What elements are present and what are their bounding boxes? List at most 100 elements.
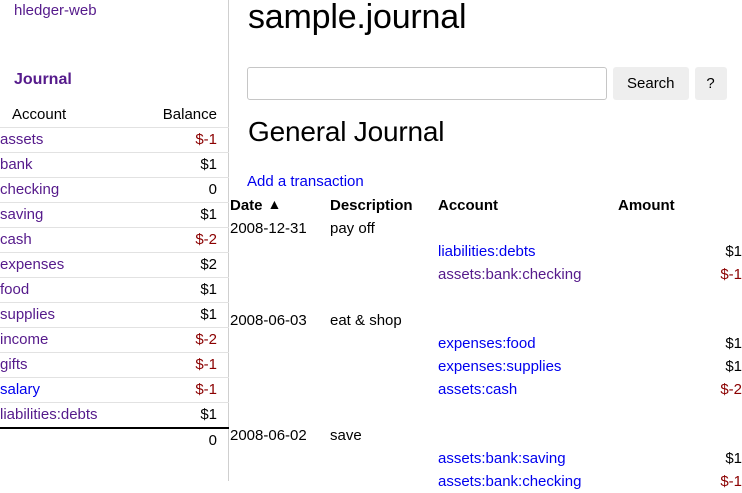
balance-row-amount: $-1 [195,381,217,398]
posting-account: liabilities:debts [438,240,618,263]
balance-row-account: bank [0,153,136,178]
transaction-date: 2008-06-03 [230,312,307,329]
journal-col-account[interactable]: Account [438,197,498,214]
journal-table-body: 2008-12-31 pay off liabilities:debts $1 asse… [230,217,742,493]
journal-col-amount[interactable]: Amount [618,197,675,214]
sort-ascending-icon: ▲ [267,196,282,212]
posting-account-link[interactable]: assets:bank:checking [438,473,582,490]
balance-row-account: food [0,278,136,303]
transaction-spacer-cell [438,217,618,240]
balance-row: expenses $2 [0,252,229,278]
journal-col-date-label: Date [230,197,263,214]
balance-row-amount: $1 [200,156,217,173]
balance-row-account: income [0,328,136,353]
posting-amount: $1 [725,335,742,352]
posting-row: assets:bank:checking $-1 [230,263,742,286]
section-title: General Journal [248,116,445,147]
balance-col-balance[interactable]: Balance [162,106,217,123]
posting-description-cell [330,470,438,493]
transaction-spacer-cell [618,309,742,332]
account-link[interactable]: income [0,331,49,348]
posting-account: expenses:food [438,332,618,355]
account-link[interactable]: bank [0,156,33,173]
balance-row: bank $1 [0,152,229,178]
account-link[interactable]: checking [0,181,60,198]
account-link[interactable]: cash [0,231,32,248]
balance-row: cash $-2 [0,227,229,253]
search-form: Search ? [247,67,727,100]
account-link[interactable]: supplies [0,306,56,323]
transaction-spacer-cell [438,424,618,447]
sidebar: hledger-web Journal Account Balance asse… [0,0,229,481]
balance-row-account: assets [0,128,136,153]
balance-row-account: gifts [0,353,136,378]
posting-account: assets:bank:checking [438,263,618,286]
balance-row-amount: $-1 [195,356,217,373]
posting-date-cell [230,263,330,286]
account-link[interactable]: salary [0,381,41,398]
posting-account-link[interactable]: assets:bank:saving [438,450,566,467]
posting-account: assets:bank:checking [438,470,618,493]
balance-header-row: Account Balance [0,103,229,128]
posting-row: expenses:supplies $1 [230,355,742,378]
balance-table: Account Balance assets $-1 bank $1 checking 0… [0,103,229,453]
posting-row: assets:cash $-2 [230,378,742,401]
posting-date-cell [230,332,330,355]
journal-spacer-row [230,401,742,424]
balance-row: salary $-1 [0,377,229,403]
transaction-header-row: 2008-12-31 pay off [230,217,742,240]
journal-col-date[interactable]: Date ▲ [230,194,330,217]
posting-account-link[interactable]: assets:cash [438,381,518,398]
posting-row: assets:bank:saving $1 [230,447,742,470]
balance-row-account: checking [0,178,136,203]
balance-row: income $-2 [0,327,229,353]
posting-account: assets:bank:saving [438,447,618,470]
posting-row: expenses:food $1 [230,332,742,355]
balance-table-head: Account Balance [0,103,229,128]
balance-row-amount: 0 [208,181,217,198]
posting-description-cell [330,240,438,263]
balance-row: saving $1 [0,202,229,228]
page-title: sample.journal [248,0,467,36]
posting-account-link[interactable]: expenses:food [438,335,536,352]
posting-account-link[interactable]: assets:bank:checking [438,266,582,283]
balance-row-amount: $1 [200,206,217,223]
main-content: sample.journal Search ? General Journal … [230,0,742,490]
transaction-description: pay off [330,220,375,237]
posting-description-cell [330,355,438,378]
account-link[interactable]: gifts [0,356,28,373]
brand-link[interactable]: hledger-web [14,2,97,19]
transaction-spacer-cell [618,424,742,447]
balance-row-amount: $-1 [195,131,217,148]
balance-row: checking 0 [0,177,229,203]
add-transaction-link[interactable]: Add a transaction [247,173,364,190]
account-link[interactable]: saving [0,206,44,223]
posting-account-link[interactable]: expenses:supplies [438,358,562,375]
account-link[interactable]: food [0,281,30,298]
balance-col-account[interactable]: Account [12,106,67,123]
transaction-date: 2008-06-02 [230,427,307,444]
posting-description-cell [330,378,438,401]
search-button[interactable]: Search [613,67,689,100]
journal-table-head: Date ▲ Description Account Amount [230,194,742,217]
posting-row: assets:bank:checking $-1 [230,470,742,493]
balance-row: gifts $-1 [0,352,229,378]
balance-row-account: saving [0,203,136,228]
balance-row-account: cash [0,228,136,253]
posting-account: expenses:supplies [438,355,618,378]
posting-date-cell [230,355,330,378]
search-input[interactable] [247,67,607,100]
help-button[interactable]: ? [694,67,727,100]
posting-account-link[interactable]: liabilities:debts [438,243,536,260]
journal-col-description[interactable]: Description [330,197,413,214]
account-link[interactable]: liabilities:debts [0,406,98,423]
balance-row-amount: $-2 [195,231,217,248]
balance-row-account: supplies [0,303,136,328]
journal-spacer-row [230,286,742,309]
account-link[interactable]: expenses [0,256,65,273]
posting-description-cell [330,263,438,286]
transaction-description: eat & shop [330,312,402,329]
balance-total-label [0,428,136,453]
account-link[interactable]: assets [0,131,44,148]
